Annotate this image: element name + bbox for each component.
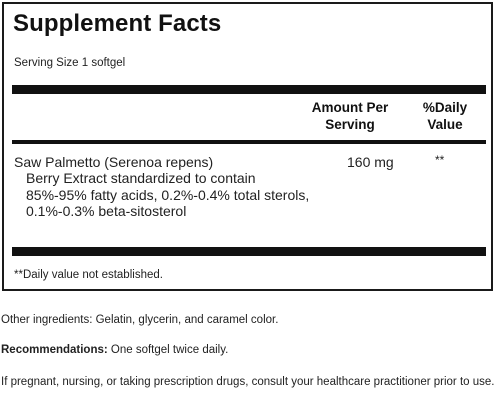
- bottom-divider: [12, 247, 486, 256]
- recommendations: Recommendations: One softgel twice daily…: [1, 344, 228, 356]
- facts-title: Supplement Facts: [13, 10, 222, 37]
- thick-divider: [12, 85, 486, 94]
- ingredient-detail: Berry Extract standardized to contain 85…: [26, 170, 310, 219]
- other-ingredients: Other ingredients: Gelatin, glycerin, an…: [1, 314, 279, 326]
- serving-size: Serving Size 1 softgel: [14, 57, 126, 69]
- dv-header-line1: %Daily: [422, 100, 468, 115]
- dv-header-line2: Value: [427, 117, 463, 132]
- amount-header-line2: Serving: [325, 117, 375, 132]
- header-divider: [12, 140, 486, 144]
- ingredient-name: Saw Palmetto (Serenoa repens): [14, 154, 214, 170]
- ingredient-amount: 160 mg: [347, 154, 394, 170]
- supplement-facts-panel: Supplement Facts Serving Size 1 softgel …: [2, 2, 493, 291]
- recommendations-label: Recommendations:: [1, 344, 108, 356]
- amount-per-serving-header: Amount Per Serving: [300, 99, 400, 133]
- daily-value-header: %Daily Value: [410, 99, 480, 133]
- ingredient-daily-value: **: [435, 153, 445, 167]
- daily-value-footnote: **Daily value not established.: [14, 269, 163, 281]
- warning-text: If pregnant, nursing, or taking prescrip…: [1, 376, 495, 388]
- amount-header-line1: Amount Per: [311, 100, 389, 115]
- recommendations-text: One softgel twice daily.: [107, 344, 229, 356]
